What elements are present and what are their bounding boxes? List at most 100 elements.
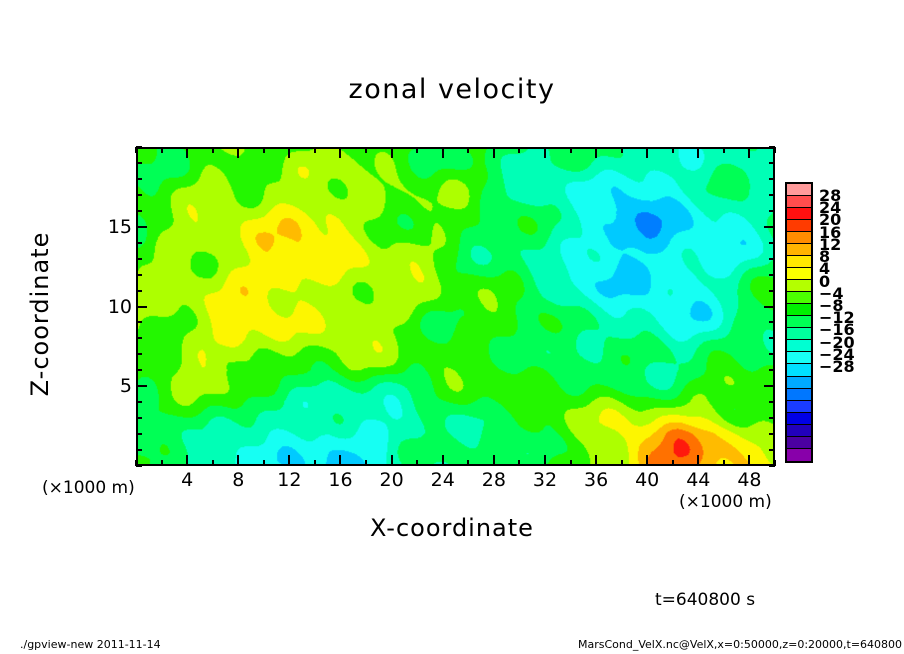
- footer-command: ./gpview-new 2011-11-14: [20, 638, 161, 651]
- y-tick: [764, 385, 775, 388]
- x-tick: [160, 460, 163, 466]
- y-tick: [769, 401, 775, 404]
- colorbar-tick-label: −4: [819, 283, 844, 303]
- x-tick: [160, 147, 163, 153]
- colorbar-band: [787, 328, 811, 341]
- y-tick: [769, 257, 775, 260]
- y-tick: [136, 417, 142, 420]
- x-tick: [774, 147, 776, 153]
- y-tick: [769, 465, 775, 467]
- x-tick: [722, 460, 725, 466]
- x-tick: [620, 147, 623, 153]
- colorbar-band: [787, 280, 811, 293]
- time-annotation: t=640800 s: [655, 590, 756, 610]
- colorbar-band: [787, 256, 811, 269]
- colorbar-band: [787, 184, 811, 197]
- x-tick: [492, 455, 495, 466]
- colorbar-tick-label: 20: [819, 210, 842, 230]
- x-tick-label: 28: [481, 469, 506, 491]
- x-tick: [518, 460, 521, 466]
- x-tick: [646, 147, 649, 158]
- colorbar-tick-label: 24: [819, 198, 842, 218]
- colorbar-band: [787, 340, 811, 353]
- x-tick: [543, 147, 546, 158]
- y-tick: [769, 177, 775, 180]
- colorbar-band: [787, 220, 811, 233]
- colorbar-band: [787, 232, 811, 245]
- colorbar-band: [787, 388, 811, 401]
- colorbar-tick-label: −8: [819, 296, 844, 315]
- colorbar-band: [787, 376, 811, 389]
- x-tick: [620, 460, 623, 466]
- y-axis-unit: (×1000 m): [42, 478, 135, 498]
- x-tick: [416, 460, 419, 466]
- y-tick: [136, 161, 142, 164]
- colorbar-tick-label: 16: [819, 222, 842, 242]
- y-tick: [769, 241, 775, 244]
- colorbar-band: [787, 244, 811, 257]
- y-tick: [769, 161, 775, 164]
- x-tick-label: 44: [686, 469, 711, 491]
- y-tick: [769, 193, 775, 196]
- x-tick: [569, 460, 572, 466]
- x-tick: [262, 147, 265, 153]
- y-tick: [769, 433, 775, 436]
- y-tick: [136, 209, 142, 212]
- y-tick: [769, 353, 775, 356]
- colorbar-band: [787, 208, 811, 221]
- x-tick: [313, 147, 316, 153]
- x-tick: [748, 455, 751, 466]
- y-tick: [764, 225, 775, 228]
- x-tick-label: 8: [232, 469, 245, 491]
- x-tick: [339, 147, 342, 158]
- colorbar-band: [787, 424, 811, 437]
- x-tick-label: 24: [430, 469, 455, 491]
- x-tick: [416, 147, 419, 153]
- colorbar-tick-label: −24: [819, 344, 855, 364]
- y-tick: [769, 449, 775, 452]
- colorbar-band: [787, 436, 811, 449]
- y-tick: [136, 257, 142, 260]
- x-tick: [595, 147, 598, 158]
- x-tick-label: 48: [737, 469, 762, 491]
- y-axis-label: Z-coordinate: [26, 231, 54, 397]
- colorbar-band: [787, 400, 811, 413]
- velocity-field-heatmap: [138, 149, 773, 464]
- x-tick: [288, 455, 291, 466]
- y-tick: [136, 273, 142, 276]
- x-tick-label: 4: [181, 469, 194, 491]
- x-tick: [774, 460, 776, 466]
- y-tick: [136, 449, 142, 452]
- colorbar-band: [787, 352, 811, 365]
- x-tick: [569, 147, 572, 153]
- y-tick: [136, 433, 142, 436]
- x-tick: [722, 147, 725, 153]
- x-tick-label: 12: [277, 469, 302, 491]
- x-tick: [492, 147, 495, 158]
- y-tick: [136, 177, 142, 180]
- colorbar-band: [787, 268, 811, 281]
- colorbar-tick-label: 8: [819, 247, 831, 267]
- colorbar-band: [787, 316, 811, 329]
- colorbar-tick-label: −12: [819, 308, 855, 328]
- y-tick: [769, 369, 775, 372]
- y-tick: [136, 225, 147, 228]
- x-tick: [748, 147, 751, 158]
- x-tick: [697, 455, 700, 466]
- x-tick: [671, 460, 674, 466]
- y-tick: [769, 146, 775, 148]
- x-tick: [467, 147, 470, 153]
- y-tick: [136, 465, 142, 467]
- y-tick: [136, 305, 147, 308]
- colorbar-band: [787, 304, 811, 317]
- y-tick: [769, 209, 775, 212]
- x-tick: [441, 455, 444, 466]
- colorbar-tick-label: 12: [819, 234, 842, 254]
- y-tick-label: 15: [107, 215, 132, 238]
- y-tick: [769, 417, 775, 420]
- y-tick: [769, 321, 775, 324]
- x-tick: [365, 147, 368, 153]
- colorbar-band: [787, 196, 811, 209]
- y-tick: [136, 353, 142, 356]
- colorbar-tick-label: 4: [819, 259, 831, 279]
